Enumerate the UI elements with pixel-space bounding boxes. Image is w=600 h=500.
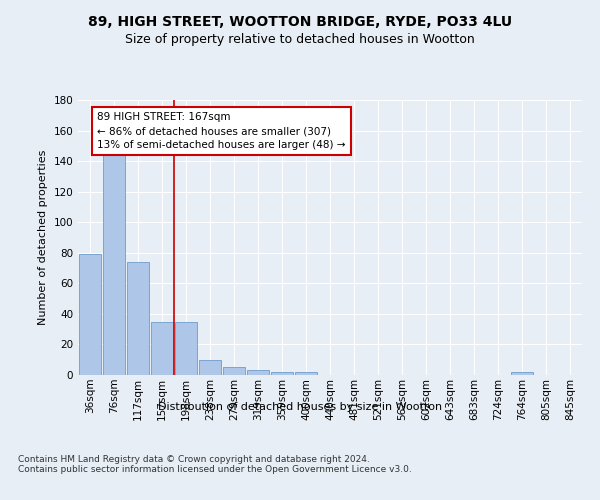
Bar bbox=[295, 372, 317, 375]
Text: Size of property relative to detached houses in Wootton: Size of property relative to detached ho… bbox=[125, 32, 475, 46]
Text: Distribution of detached houses by size in Wootton: Distribution of detached houses by size … bbox=[158, 402, 442, 412]
Bar bbox=[199, 360, 221, 375]
Bar bbox=[247, 370, 269, 375]
Bar bbox=[151, 322, 173, 375]
Bar bbox=[79, 254, 101, 375]
Text: Contains HM Land Registry data © Crown copyright and database right 2024.
Contai: Contains HM Land Registry data © Crown c… bbox=[18, 455, 412, 474]
Bar bbox=[223, 368, 245, 375]
Bar bbox=[103, 144, 125, 375]
Y-axis label: Number of detached properties: Number of detached properties bbox=[38, 150, 48, 325]
Bar bbox=[271, 372, 293, 375]
Bar bbox=[511, 372, 533, 375]
Text: 89 HIGH STREET: 167sqm
← 86% of detached houses are smaller (307)
13% of semi-de: 89 HIGH STREET: 167sqm ← 86% of detached… bbox=[97, 112, 346, 150]
Text: 89, HIGH STREET, WOOTTON BRIDGE, RYDE, PO33 4LU: 89, HIGH STREET, WOOTTON BRIDGE, RYDE, P… bbox=[88, 15, 512, 29]
Bar bbox=[175, 322, 197, 375]
Bar bbox=[127, 262, 149, 375]
